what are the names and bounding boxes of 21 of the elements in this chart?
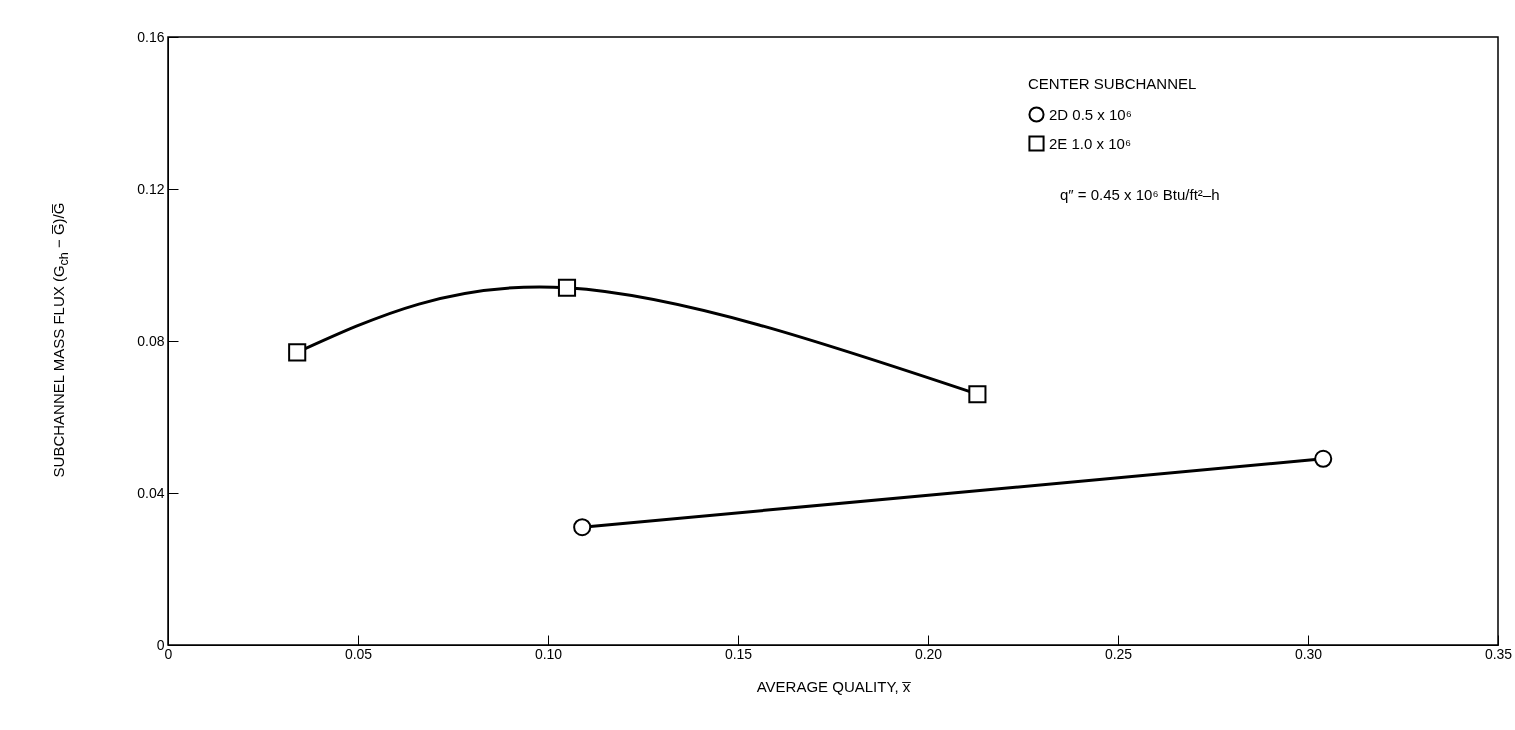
y-tick-label: 0.08 <box>137 332 165 349</box>
x-tick-label: 0.05 <box>344 645 373 662</box>
point <box>1314 449 1333 468</box>
y-tick-label: 0.16 <box>137 28 165 45</box>
x-tick-label: 0.25 <box>1104 645 1133 662</box>
point <box>557 278 577 297</box>
legend-title: CENTER SUBCHANNEL <box>1028 75 1197 92</box>
x-tick-label: 0.20 <box>914 645 943 662</box>
x-tick-label: 0.30 <box>1294 645 1323 662</box>
legend-label: 2D 0.5 x 10⁶ <box>1049 105 1132 123</box>
annotation: q″ = 0.45 x 10⁶ Btu/ft²–h <box>1060 186 1220 203</box>
x-tick-label: 0.15 <box>724 645 753 662</box>
legend-label: 2E 1.0 x 10⁶ <box>1049 134 1132 152</box>
point <box>968 385 987 404</box>
y-tick-label: 0.12 <box>137 180 165 197</box>
x-axis-title: AVERAGE QUALITY, x̅ <box>756 677 912 695</box>
point <box>573 518 592 537</box>
x-tick-label: 0.35 <box>1484 645 1513 662</box>
point <box>288 343 307 362</box>
y-tick-label: 0.04 <box>137 484 165 501</box>
x-tick-label: 0.10 <box>534 645 563 662</box>
